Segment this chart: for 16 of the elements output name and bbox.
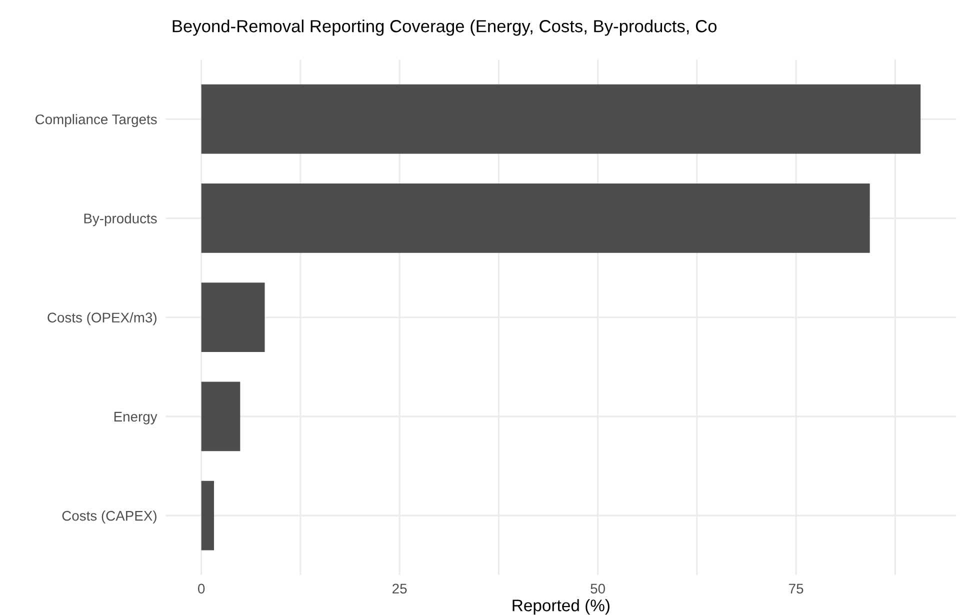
bar [201,282,265,352]
x-tick-label: 0 [198,584,205,594]
x-tick-label: 25 [392,584,407,594]
bar [201,84,921,154]
y-tick-label: Compliance Targets [36,114,157,128]
x-axis-title: Reported (%) [512,599,610,615]
bar [201,382,240,452]
chart-title: Beyond-Removal Reporting Coverage (Energy, Costs, By-products, Co [172,20,717,36]
y-tick-label: Costs (OPEX/m3) [48,312,156,326]
x-tick-label: 75 [789,584,804,594]
y-tick-label: By-products [84,213,157,226]
bar [201,480,214,550]
y-tick-label: Energy [114,412,158,424]
x-tick-label: 50 [590,584,606,594]
y-tick-label: Costs (CAPEX) [62,510,156,524]
bar [201,184,870,253]
